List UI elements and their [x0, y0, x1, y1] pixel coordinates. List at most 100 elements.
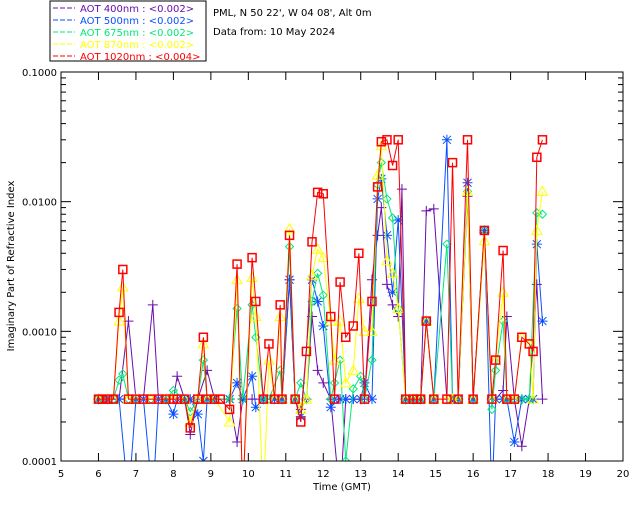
series-line	[98, 189, 543, 461]
data-point-triangle	[197, 337, 210, 349]
series-line	[98, 139, 543, 461]
data-point-plus	[537, 394, 548, 405]
data-point-square	[421, 316, 432, 326]
legend: AOT 400nm : <0.002>AOT 500nm : <0.002>AO…	[49, 0, 207, 63]
data-point-square	[348, 321, 358, 331]
data-point-diamond	[487, 404, 497, 415]
data-point-asterisk	[335, 394, 346, 405]
data-point-diamond	[264, 394, 274, 404]
data-point-triangle	[263, 354, 275, 365]
x-tick-label: 16	[467, 469, 480, 480]
data-point-square	[290, 394, 300, 404]
y-tick-label: 0.0010	[22, 327, 57, 338]
legend-label-2: AOT 675nm : <0.002>	[80, 28, 194, 39]
data-point-diamond	[329, 378, 340, 388]
data-point-square	[367, 296, 377, 307]
y-tick-label: 0.0001	[22, 457, 57, 468]
data-point-diamond	[517, 394, 527, 404]
data-point-asterisk	[284, 274, 295, 285]
data-point-diamond	[318, 290, 328, 300]
legend-label-0: AOT 400nm : <0.002>	[80, 4, 194, 15]
data-point-triangle	[294, 403, 307, 414]
x-tick-label: 7	[133, 469, 139, 480]
x-tick-label: 14	[392, 469, 405, 480]
data-point-square	[335, 277, 345, 287]
data-point-asterisk	[359, 377, 370, 388]
data-point-square	[340, 332, 351, 343]
data-point-square	[108, 394, 119, 404]
series-0	[93, 184, 548, 461]
data-point-square	[372, 182, 383, 192]
data-point-plus	[372, 230, 383, 241]
data-point-plus	[396, 184, 407, 195]
data-point-square	[415, 394, 426, 404]
x-tick-label: 18	[542, 469, 555, 480]
data-point-asterisk	[340, 394, 351, 405]
x-tick-label: 19	[579, 469, 592, 480]
data-point-asterisk	[393, 215, 404, 226]
title-line-location: PML, N 50 22', W 04 08', Alt 0m	[213, 8, 372, 19]
data-point-square	[114, 307, 124, 318]
legend-label-4: AOT 1020nm : <0.004>	[80, 52, 200, 63]
data-point-square	[209, 394, 220, 404]
data-point-square	[264, 339, 274, 349]
data-point-triangle	[461, 185, 474, 196]
data-point-diamond	[376, 157, 387, 168]
data-point-triangle	[392, 302, 405, 313]
data-point-diamond	[114, 375, 124, 385]
x-tick-label: 9	[208, 469, 214, 480]
data-point-square	[312, 187, 323, 198]
data-point-diamond	[284, 241, 295, 252]
data-point-square	[532, 152, 542, 163]
data-point-diamond	[275, 365, 285, 376]
data-point-triangle	[478, 234, 491, 246]
data-point-square	[382, 135, 392, 145]
data-point-triangle	[283, 222, 296, 234]
data-point-asterisk	[441, 134, 452, 145]
data-point-plus	[387, 299, 398, 310]
y-tick-label: 0.1000	[22, 68, 57, 79]
data-point-asterisk	[185, 394, 196, 405]
x-tick-label: 10	[242, 469, 255, 480]
data-point-square	[307, 237, 317, 247]
data-point-triangle	[334, 315, 346, 326]
data-point-triangle	[249, 310, 262, 322]
data-point-triangle	[347, 364, 360, 375]
data-point-triangle	[306, 269, 318, 280]
x-tick-label: 8	[170, 469, 176, 480]
data-point-diamond	[387, 213, 398, 223]
data-point-asterisk	[348, 394, 359, 405]
data-point-square	[359, 394, 370, 404]
data-point-triangle	[300, 393, 313, 404]
data-point-square	[447, 157, 458, 168]
x-tick-label: 5	[58, 469, 64, 480]
data-point-square	[487, 394, 497, 404]
data-point-square	[462, 135, 473, 145]
data-point-diamond	[198, 355, 209, 365]
data-point-asterisk	[318, 320, 329, 331]
y-axis-label: Imaginary Part of Refractive Index	[6, 181, 17, 352]
data-point-diamond	[335, 355, 345, 365]
x-tick-label: 20	[617, 469, 630, 480]
data-point-square	[376, 136, 387, 147]
legend-label-1: AOT 500nm : <0.002>	[80, 16, 194, 27]
data-point-square	[318, 189, 329, 199]
data-point-plus	[428, 203, 439, 214]
data-point-square	[329, 394, 340, 404]
data-point-diamond	[367, 355, 377, 365]
data-point-triangle	[311, 243, 324, 254]
data-point-triangle	[113, 315, 125, 326]
data-point-diamond	[341, 456, 351, 461]
data-point-plus	[247, 394, 258, 405]
data-point-triangle	[223, 415, 236, 427]
data-point-triangle	[246, 271, 258, 283]
data-point-square	[354, 248, 364, 259]
x-tick-label: 12	[317, 469, 330, 480]
data-point-asterisk	[114, 394, 125, 405]
data-point-square	[509, 394, 520, 404]
x-tick-label: 6	[95, 469, 101, 480]
data-point-square	[258, 394, 269, 404]
data-point-square	[215, 394, 225, 404]
data-point-plus	[516, 441, 527, 452]
